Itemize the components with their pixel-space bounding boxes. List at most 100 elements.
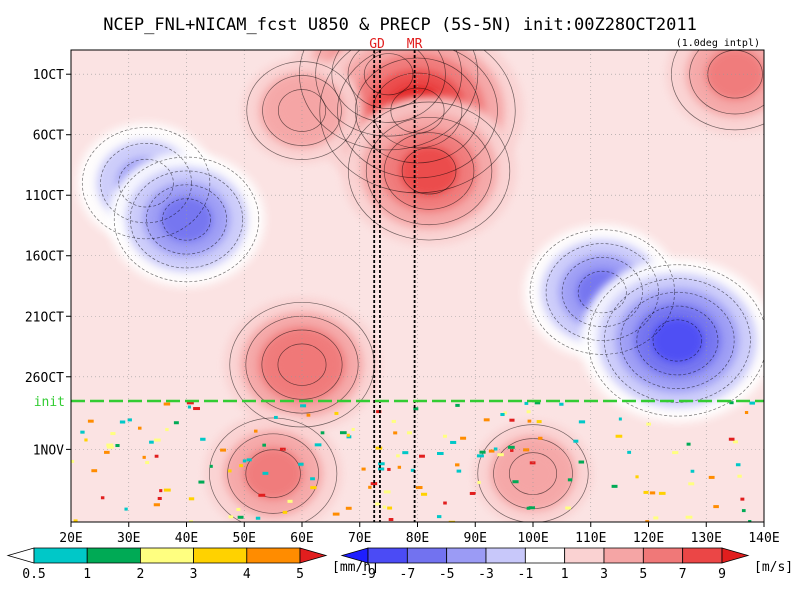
u850-feature-7 xyxy=(650,318,704,363)
precip-cell xyxy=(157,496,162,500)
precip-cell xyxy=(421,492,428,496)
precip-cell xyxy=(387,506,393,510)
precip-cell xyxy=(509,418,515,422)
precip-cell xyxy=(527,419,532,423)
precip-cell xyxy=(71,459,75,463)
precip-cell xyxy=(300,404,307,408)
u850-feature-5 xyxy=(160,196,213,243)
precip-cell xyxy=(460,436,467,440)
precip-colorbar-level-label: 0.5 xyxy=(22,567,45,582)
u850-colorbar-units: [m/s] xyxy=(754,560,793,575)
precip-cell xyxy=(119,420,126,424)
precip-cell xyxy=(332,512,340,516)
u850-colorbar-level-label: -9 xyxy=(360,567,376,582)
precip-cell xyxy=(84,438,88,442)
u850-colorbar-level-label: 5 xyxy=(639,567,647,582)
precip-cell xyxy=(334,411,339,415)
precip-cell xyxy=(127,418,132,422)
precip-cell xyxy=(645,520,650,522)
precip-cell xyxy=(410,468,415,472)
precip-cell xyxy=(154,454,159,458)
precip-cell xyxy=(220,448,227,452)
precip-cell xyxy=(163,488,171,492)
precip-cell xyxy=(393,431,398,435)
precip-cell xyxy=(198,480,205,484)
precip-cell xyxy=(258,493,266,497)
precip-cell xyxy=(100,496,105,500)
u850-contour-4-1 xyxy=(100,143,192,224)
x-tick-label: 80E xyxy=(406,531,429,546)
precip-cell xyxy=(488,449,495,453)
y-tick-label: 16OCT xyxy=(25,250,64,265)
u850-contour-9-0 xyxy=(209,417,338,522)
precip-cell xyxy=(567,478,573,482)
x-tick-label: 120E xyxy=(633,531,664,546)
u850-contour-10-0 xyxy=(477,424,589,522)
u850-feature-8 xyxy=(275,342,329,388)
precip-cell xyxy=(529,461,536,465)
precip-colorbar-level-label: 3 xyxy=(190,567,198,582)
precip-cell xyxy=(744,411,749,415)
precip-cell xyxy=(346,435,352,439)
precip-cell xyxy=(345,506,352,510)
u850-contour-6-1 xyxy=(545,243,659,341)
precip-cell xyxy=(376,410,382,414)
precip-cell xyxy=(524,401,529,405)
y-axis: 1OCT 6OCT 11OCT 16OCT 21OCT 26OCT 1NOV xyxy=(25,68,71,458)
y-tick-label: 21OCT xyxy=(25,310,64,325)
precip-colorbar-swatch xyxy=(299,547,328,564)
u850-contour-7-3 xyxy=(636,305,719,376)
u850-contour-2-2 xyxy=(383,132,475,210)
precip-cell xyxy=(378,467,385,471)
precip-colorbar-level-label: 5 xyxy=(296,567,304,582)
u850-contour-6-0 xyxy=(529,229,675,355)
precip-colorbar-swatch xyxy=(246,547,301,564)
precip-cell xyxy=(455,463,460,467)
precip-cell xyxy=(246,458,252,462)
precip-cell xyxy=(456,469,462,473)
precip-cell xyxy=(346,433,350,437)
precip-cell xyxy=(282,510,288,514)
u850-contour-6-2 xyxy=(561,257,643,328)
u850-contours xyxy=(81,50,764,522)
u850-colorbar-swatch xyxy=(406,547,448,564)
precip-cell xyxy=(115,444,120,448)
precip-cell xyxy=(188,497,195,501)
precip-colorbar-swatch xyxy=(193,547,248,564)
precip-cell xyxy=(443,434,447,438)
precip-cell xyxy=(483,418,490,422)
precip-cell xyxy=(262,471,269,475)
u850-contour-1-4 xyxy=(390,87,445,134)
u850-contour-6-3 xyxy=(577,270,627,314)
u850-contour-2-0 xyxy=(347,101,511,241)
precip-cell xyxy=(320,431,325,435)
precip-cell xyxy=(713,505,719,509)
precip-cell xyxy=(528,506,535,510)
u850-contour-3-1 xyxy=(262,75,342,146)
precip-cell xyxy=(534,401,541,405)
precip-cell xyxy=(526,410,531,414)
precip-cell xyxy=(242,459,247,463)
precip-cell xyxy=(649,491,656,495)
u850-contour-1-0 xyxy=(319,50,516,194)
precip-cell xyxy=(173,421,179,425)
precip-cell xyxy=(413,407,419,411)
precip-cell xyxy=(387,467,391,471)
precip-cells xyxy=(71,401,756,522)
precip-cell xyxy=(406,431,412,435)
precip-cell xyxy=(615,434,623,438)
precip-cell xyxy=(154,438,161,442)
precip-cell xyxy=(310,486,317,490)
precip-cell xyxy=(523,448,530,452)
precip-colorbar-units: [mm/h] xyxy=(332,560,379,575)
chart-title: NCEP_FNL+NICAM_fcst U850 & PRECP (5S-5N)… xyxy=(103,15,697,35)
y-tick-label: 6OCT xyxy=(33,129,64,144)
precip-cell xyxy=(279,447,286,451)
y-tick-label: 26OCT xyxy=(25,371,64,386)
precip-cell xyxy=(361,467,366,471)
x-tick-label: 40E xyxy=(175,531,198,546)
precip-cell xyxy=(237,515,244,519)
precip-cell xyxy=(104,450,110,454)
u850-contour-11-1 xyxy=(689,50,764,115)
